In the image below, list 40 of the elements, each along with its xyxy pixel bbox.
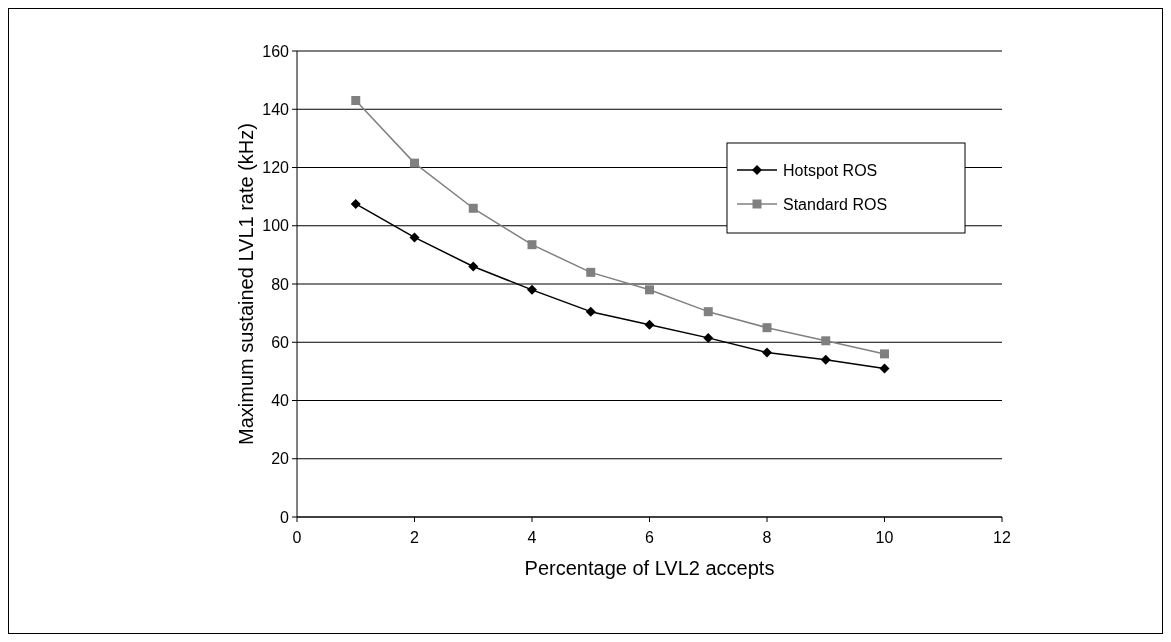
point xyxy=(527,240,537,250)
y-tick-label: 140 xyxy=(262,100,290,118)
point xyxy=(410,158,419,168)
point xyxy=(527,284,537,295)
x-tick-label: 2 xyxy=(410,529,420,546)
y-tick-label: 160 xyxy=(262,42,290,60)
y-axis-title: Maximum sustained LVL1 rate (kHz) xyxy=(235,123,257,445)
x-tick-label: 0 xyxy=(292,529,302,546)
x-tick-label: 4 xyxy=(527,529,537,546)
point xyxy=(821,336,831,346)
x-tick-label: 10 xyxy=(875,529,894,546)
point xyxy=(879,363,890,374)
y-tick-label: 40 xyxy=(271,392,290,410)
legend-label: Standard ROS xyxy=(783,195,888,213)
point xyxy=(703,307,713,317)
point xyxy=(351,96,361,106)
point xyxy=(762,347,772,358)
x-axis-title: Percentage of LVL2 accepts xyxy=(524,557,775,579)
y-tick-label: 100 xyxy=(262,217,290,235)
y-tick-label: 80 xyxy=(271,275,290,293)
point xyxy=(880,349,889,359)
point xyxy=(762,323,772,333)
point xyxy=(586,267,596,277)
y-tick-label: 0 xyxy=(280,508,290,526)
x-tick-label: 8 xyxy=(762,529,772,546)
point xyxy=(644,319,655,330)
point xyxy=(468,261,479,272)
point xyxy=(350,198,361,209)
y-tick-label: 20 xyxy=(271,450,290,468)
point xyxy=(468,203,478,213)
point xyxy=(703,332,714,343)
point xyxy=(820,354,831,365)
point xyxy=(645,285,654,295)
point xyxy=(585,306,596,317)
y-tick-label: 60 xyxy=(271,333,290,351)
y-tick-label: 120 xyxy=(262,159,290,177)
x-tick-label: 6 xyxy=(645,529,655,546)
legend-label: Hotspot ROS xyxy=(783,161,878,179)
point xyxy=(409,232,420,243)
x-tick-label: 12 xyxy=(993,529,1011,546)
